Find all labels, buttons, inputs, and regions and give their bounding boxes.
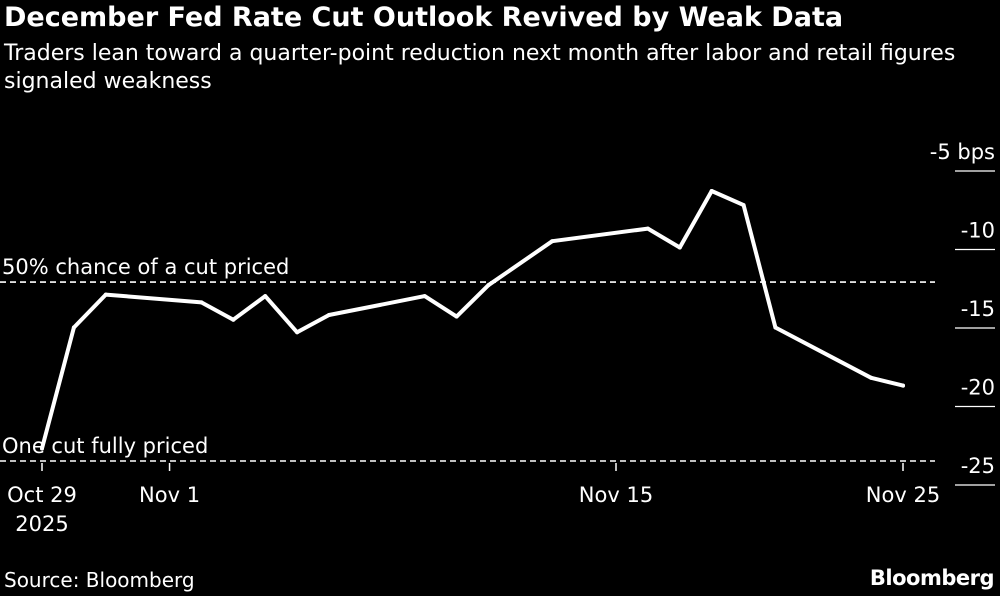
y-tick-label: -20: [961, 376, 995, 400]
data-point: [741, 203, 746, 208]
data-point: [71, 325, 76, 330]
data-point: [709, 188, 714, 193]
y-tick-label: -15: [961, 297, 995, 321]
data-point: [103, 292, 108, 297]
x-axis: Oct 29 2025 Nov 1 Nov 15 Nov 25: [7, 463, 940, 536]
data-point: [327, 312, 331, 317]
reference-line-label: 50% chance of a cut priced: [2, 255, 289, 279]
data-point: [454, 314, 459, 319]
data-point: [773, 325, 778, 330]
bloomberg-logo: Bloomberg: [869, 566, 995, 590]
x-tick-label: Nov 1: [139, 483, 200, 507]
x-tick-sublabel: 2025: [15, 512, 68, 536]
data-point: [677, 245, 682, 250]
data-point: [645, 226, 650, 231]
chart-title: December Fed Rate Cut Outlook Revived by…: [4, 2, 844, 33]
series-line: [40, 189, 905, 451]
x-tick-label: Nov 15: [579, 483, 653, 507]
data-point: [263, 294, 268, 299]
data-point: [231, 317, 236, 322]
reference-line-label: One cut fully priced: [2, 434, 208, 458]
series-layer: [40, 188, 905, 451]
x-tick-label: Oct 29: [7, 483, 77, 507]
data-point: [199, 300, 204, 305]
chart-subtitle: Traders lean toward a quarter-point redu…: [4, 41, 956, 94]
data-point: [295, 330, 300, 335]
data-point: [550, 239, 555, 244]
x-tick-label: Nov 25: [866, 483, 940, 507]
source-note: Source: Bloomberg: [4, 568, 195, 592]
data-point: [486, 283, 491, 288]
reference-lines: 50% chance of a cut priced One cut fully …: [0, 255, 935, 462]
data-point: [40, 446, 44, 451]
data-point: [869, 375, 874, 380]
y-axis: -5 bps -10 -15 -20 -25: [930, 140, 995, 486]
y-tick-label: -10: [961, 219, 995, 243]
data-point: [901, 383, 905, 388]
y-tick-label: -25: [961, 454, 995, 478]
y-tick-label: -5 bps: [930, 140, 995, 164]
data-point: [422, 294, 427, 299]
